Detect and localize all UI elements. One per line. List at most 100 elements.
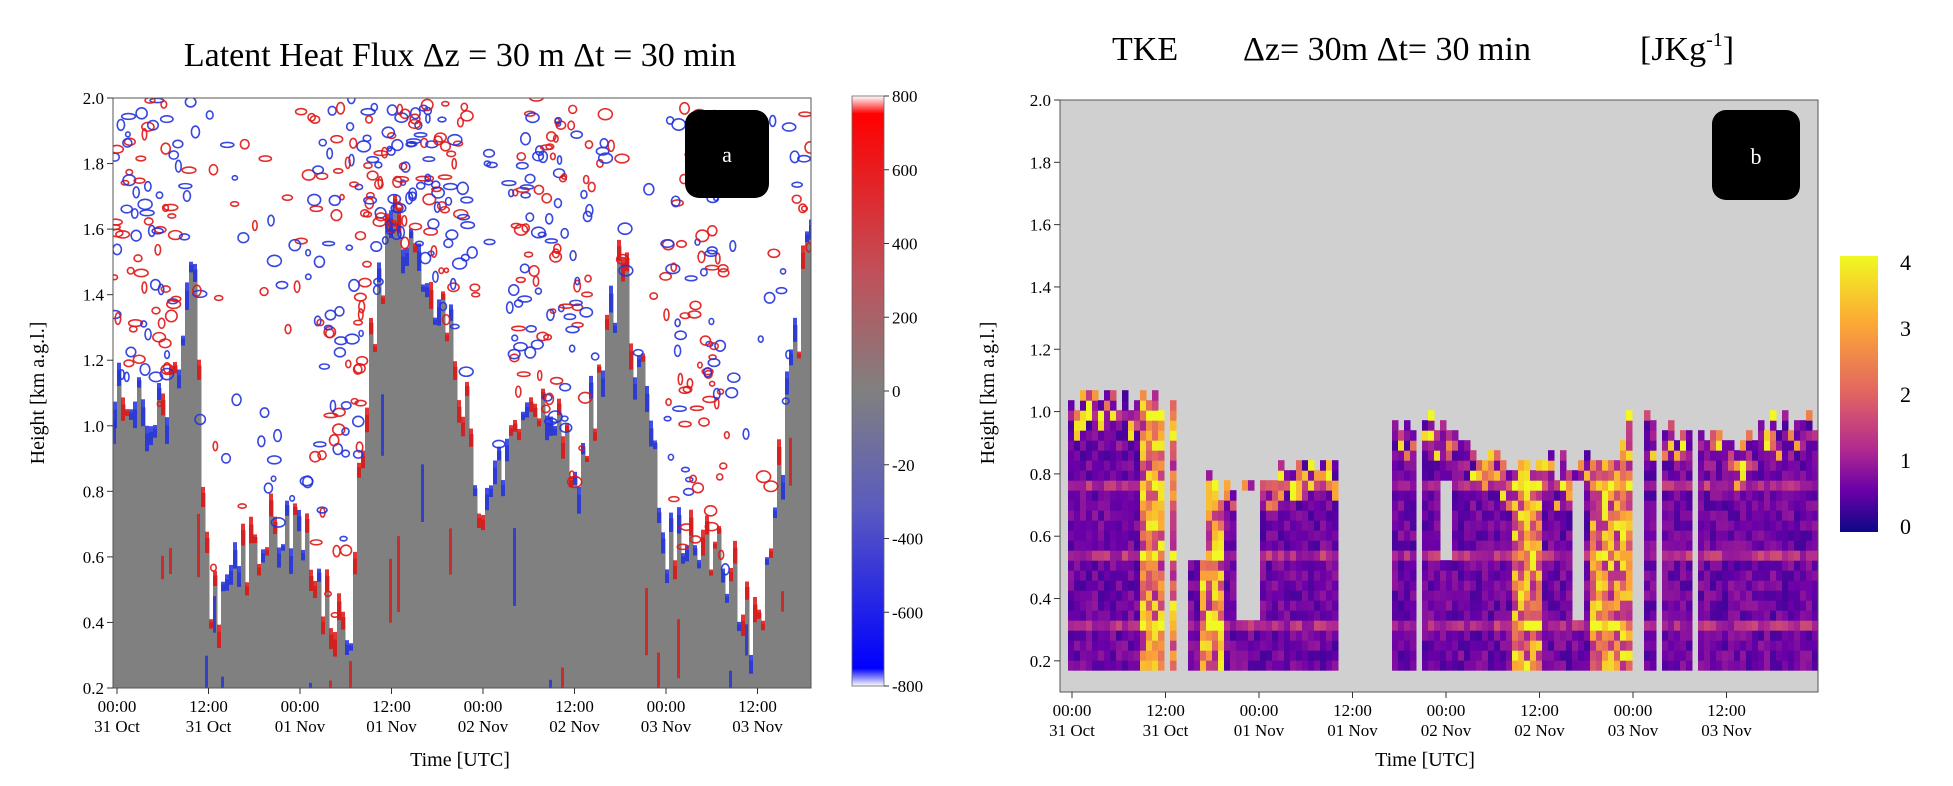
b-tke-cell	[1752, 440, 1759, 451]
b-tke-cell	[1620, 450, 1627, 461]
b-tke-cell	[1302, 630, 1309, 641]
b-tke-cell	[1104, 630, 1111, 641]
b-tke-cell	[1494, 480, 1501, 491]
b-tke-cell	[1260, 590, 1267, 601]
b-tke-cell	[1788, 530, 1795, 541]
a-eddy	[139, 320, 148, 328]
b-tke-cell	[1248, 660, 1255, 671]
b-tke-cell	[1200, 640, 1207, 651]
b-tke-cell	[1524, 580, 1531, 591]
a-eddy	[259, 286, 269, 297]
b-tke-cell	[1320, 480, 1327, 491]
b-tke-cell	[1398, 550, 1405, 561]
b-tke-cell	[1422, 610, 1429, 621]
b-tke-cell	[1560, 610, 1567, 621]
b-ytick-label: 1.6	[1030, 216, 1051, 235]
b-tke-cell	[1770, 590, 1777, 601]
a-eddy	[341, 427, 350, 436]
b-tke-cell	[1392, 430, 1399, 441]
b-tke-cell	[1440, 560, 1447, 571]
b-tke-cell	[1422, 550, 1429, 561]
b-tke-cell	[1776, 620, 1783, 631]
b-tke-cell	[1074, 660, 1081, 671]
a-eddy	[162, 361, 172, 374]
b-tke-cell	[1758, 550, 1765, 561]
b-tke-cell	[1278, 460, 1285, 471]
a-eddy	[302, 475, 314, 489]
a-flux-fringe	[649, 420, 653, 447]
b-tke-cell	[1410, 460, 1417, 471]
a-flux-column	[365, 415, 370, 688]
b-tke-cell	[1332, 580, 1339, 591]
b-tke-cell	[1302, 610, 1309, 621]
a-eddy	[167, 213, 177, 219]
b-tke-cell	[1140, 580, 1147, 591]
b-tke-cell	[1068, 510, 1075, 521]
b-tke-cell	[1146, 490, 1153, 501]
b-tke-cell	[1584, 640, 1591, 651]
b-tke-cell	[1308, 580, 1315, 591]
a-eddy	[420, 98, 434, 112]
b-tke-cell	[1704, 500, 1711, 511]
b-tke-cell	[1752, 450, 1759, 461]
a-flux-streak	[645, 588, 648, 656]
b-tke-cell	[1206, 540, 1213, 551]
b-tke-cell	[1782, 480, 1789, 491]
a-flux-streak	[549, 679, 552, 688]
b-tke-cell	[1230, 590, 1237, 601]
b-tke-cell	[1332, 500, 1339, 511]
b-tke-cell	[1110, 470, 1117, 481]
b-tke-cell	[1644, 480, 1651, 491]
b-tke-cell	[1488, 500, 1495, 511]
b-tke-cell	[1536, 550, 1543, 561]
b-tke-cell	[1446, 660, 1453, 671]
b-ytick-label: 0.4	[1030, 590, 1052, 609]
b-tke-cell	[1122, 450, 1129, 461]
b-tke-cell	[1170, 410, 1177, 421]
a-flux-column	[573, 475, 578, 688]
a-flux-column	[233, 550, 238, 688]
a-eddy	[567, 120, 576, 131]
b-tke-cell	[1758, 620, 1765, 631]
b-tke-cell	[1464, 510, 1471, 521]
b-tke-cell	[1518, 660, 1525, 671]
a-eddy	[686, 378, 694, 389]
b-tke-cell	[1404, 540, 1411, 551]
b-tke-cell	[1410, 610, 1417, 621]
a-flux-fringe	[229, 564, 233, 585]
b-xtick-date: 03 Nov	[1608, 721, 1659, 740]
b-tke-cell	[1152, 580, 1159, 591]
b-tke-cell	[1146, 560, 1153, 571]
b-tke-cell	[1236, 630, 1243, 641]
b-tke-cell	[1080, 430, 1087, 441]
b-tke-cell	[1608, 480, 1615, 491]
b-tke-cell	[1128, 550, 1135, 561]
b-tke-cell	[1674, 450, 1681, 461]
panel-b-ylabel: Height [km a.g.l.]	[977, 322, 999, 465]
b-tke-cell	[1410, 550, 1417, 561]
b-tke-cell	[1230, 660, 1237, 671]
b-tke-cell	[1698, 430, 1705, 441]
a-eddy	[304, 273, 312, 281]
b-tke-cell	[1518, 650, 1525, 661]
b-xtick-date: 31 Oct	[1143, 721, 1189, 740]
b-tke-cell	[1584, 450, 1591, 461]
a-flux-column	[769, 551, 774, 688]
b-tke-cell	[1404, 650, 1411, 661]
a-eddy	[718, 462, 728, 470]
b-tke-cell	[1104, 450, 1111, 461]
a-flux-column	[581, 446, 586, 688]
b-tke-cell	[1218, 540, 1225, 551]
a-flux-column	[265, 549, 270, 688]
b-tke-cell	[1806, 650, 1813, 661]
b-tke-cell	[1728, 540, 1735, 551]
a-eddy	[309, 205, 324, 213]
b-tke-cell	[1074, 540, 1081, 551]
b-tke-cell	[1614, 600, 1621, 611]
b-tke-cell	[1776, 560, 1783, 571]
a-eddy	[684, 476, 694, 483]
b-tke-cell	[1422, 460, 1429, 471]
a-flux-fringe	[329, 628, 333, 650]
b-tke-cell	[1548, 640, 1555, 651]
b-tke-cell	[1602, 650, 1609, 661]
